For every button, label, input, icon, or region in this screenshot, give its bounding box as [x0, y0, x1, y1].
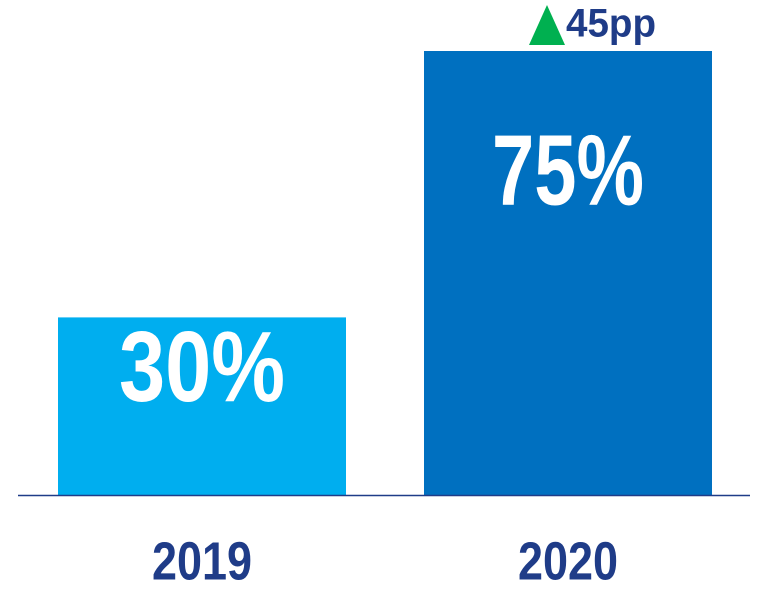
value-label: 75%	[492, 114, 644, 226]
increase-arrow	[529, 5, 565, 45]
value-label: 30%	[119, 311, 285, 423]
bar	[58, 317, 346, 495]
x-tick-label: 2019	[152, 531, 252, 591]
change-annotation: 45pp	[566, 2, 656, 46]
bar	[424, 51, 712, 495]
x-tick-label: 2020	[518, 531, 618, 591]
